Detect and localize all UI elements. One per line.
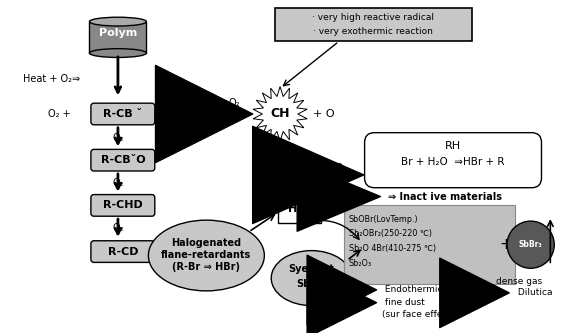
Ellipse shape — [89, 49, 146, 58]
Ellipse shape — [149, 220, 265, 291]
FancyBboxPatch shape — [89, 22, 146, 53]
Text: ⇒ Inact ive materials: ⇒ Inact ive materials — [388, 191, 502, 201]
Text: SbOBr(LovTemp.): SbOBr(LovTemp.) — [349, 215, 418, 224]
Text: R-CB ˇ: R-CB ˇ — [104, 109, 142, 119]
Text: +: + — [500, 237, 513, 252]
Text: O₂ +: O₂ + — [48, 109, 71, 119]
FancyBboxPatch shape — [196, 101, 222, 127]
FancyBboxPatch shape — [91, 103, 155, 125]
FancyBboxPatch shape — [275, 8, 472, 41]
Text: (sur face effect): (sur face effect) — [382, 310, 455, 319]
Ellipse shape — [271, 251, 352, 306]
Text: R-CD: R-CD — [108, 246, 138, 257]
Text: Endothermic: Endothermic — [382, 285, 443, 294]
Text: Halogenated: Halogenated — [171, 238, 241, 248]
Text: + O: + O — [314, 109, 335, 119]
Text: · very exothermic reaction: · very exothermic reaction — [314, 27, 434, 36]
Text: RH: RH — [445, 142, 461, 152]
Text: Sb₂O₃: Sb₂O₃ — [349, 259, 372, 268]
FancyBboxPatch shape — [278, 195, 321, 223]
Text: R-CBˇO: R-CBˇO — [101, 155, 145, 165]
Text: O₂: O₂ — [112, 223, 123, 233]
Text: Sb₂O 4Br(410-275 ℃): Sb₂O 4Br(410-275 ℃) — [349, 244, 436, 253]
Text: Inactivatica: Inactivatica — [286, 161, 343, 171]
Text: Heat + O₂⇒: Heat + O₂⇒ — [23, 74, 80, 84]
FancyBboxPatch shape — [91, 241, 155, 262]
Text: dense gas: dense gas — [496, 277, 542, 286]
Text: flane-retardants: flane-retardants — [161, 249, 251, 259]
Text: R-CHD: R-CHD — [103, 200, 143, 210]
Circle shape — [507, 221, 554, 268]
Text: Sb₂OBr₂(250-220 ℃): Sb₂OBr₂(250-220 ℃) — [349, 229, 432, 238]
Text: +: + — [186, 108, 197, 121]
Polygon shape — [253, 87, 307, 142]
Text: SbBr₃: SbBr₃ — [519, 240, 543, 249]
Text: · very high reactive radical: · very high reactive radical — [312, 13, 435, 22]
Text: Syergist: Syergist — [288, 264, 335, 274]
Text: O₂: O₂ — [112, 178, 123, 188]
Text: CH: CH — [270, 108, 290, 121]
Text: +: + — [267, 202, 279, 216]
FancyBboxPatch shape — [344, 205, 515, 284]
Text: HBr: HBr — [288, 204, 311, 214]
Text: (R-Br ⇒ HBr): (R-Br ⇒ HBr) — [172, 262, 240, 272]
Text: O₂: O₂ — [112, 133, 123, 143]
Text: O₂: O₂ — [228, 98, 240, 108]
Ellipse shape — [89, 17, 146, 26]
FancyBboxPatch shape — [91, 194, 155, 216]
Text: Polym: Polym — [99, 28, 137, 38]
Text: fine dust: fine dust — [382, 298, 425, 307]
FancyBboxPatch shape — [91, 150, 155, 171]
Text: Br + H₂O  ⇒HBr + R: Br + H₂O ⇒HBr + R — [401, 157, 505, 167]
Text: Dilutica: Dilutica — [515, 288, 552, 297]
Text: Sb₂O₃: Sb₂O₃ — [296, 279, 327, 289]
Text: H: H — [204, 108, 215, 121]
FancyBboxPatch shape — [365, 133, 542, 188]
